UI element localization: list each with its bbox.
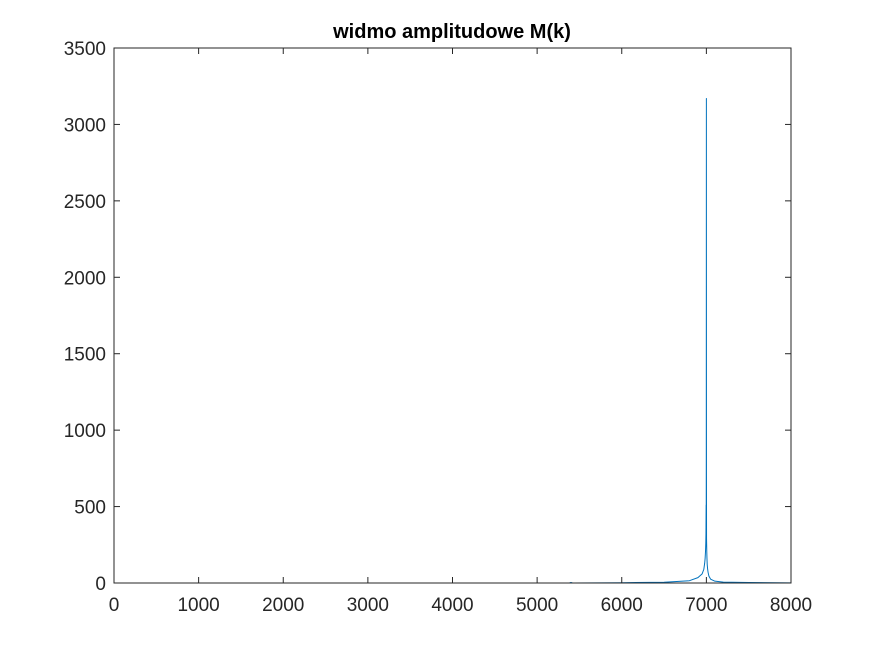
x-axis-ticks: 0 1000 2000 3000 4000 5000 6000 7000 8000 bbox=[109, 48, 812, 616]
y-tick-label: 1000 bbox=[64, 421, 106, 442]
x-tick-label: 5000 bbox=[516, 595, 558, 616]
chart-title: widmo amplitudowe M(k) bbox=[332, 21, 571, 43]
y-tick-label: 1500 bbox=[64, 345, 106, 366]
x-tick-label: 1000 bbox=[177, 595, 219, 616]
y-tick-label: 500 bbox=[74, 498, 106, 519]
y-tick-label: 3000 bbox=[64, 115, 106, 136]
y-tick-label: 0 bbox=[95, 574, 106, 595]
x-tick-label: 2000 bbox=[262, 595, 304, 616]
x-tick-label: 0 bbox=[109, 595, 120, 616]
plot-area bbox=[114, 48, 791, 583]
x-tick-label: 7000 bbox=[685, 595, 727, 616]
x-tick-label: 8000 bbox=[770, 595, 812, 616]
x-tick-label: 4000 bbox=[431, 595, 473, 616]
x-tick-label: 3000 bbox=[347, 595, 389, 616]
x-tick-label: 6000 bbox=[601, 595, 643, 616]
y-tick-label: 2000 bbox=[64, 268, 106, 289]
y-tick-label: 3500 bbox=[64, 39, 106, 60]
y-axis-ticks: 0 500 1000 1500 2000 2500 3000 3500 bbox=[64, 39, 791, 595]
y-tick-label: 2500 bbox=[64, 192, 106, 213]
